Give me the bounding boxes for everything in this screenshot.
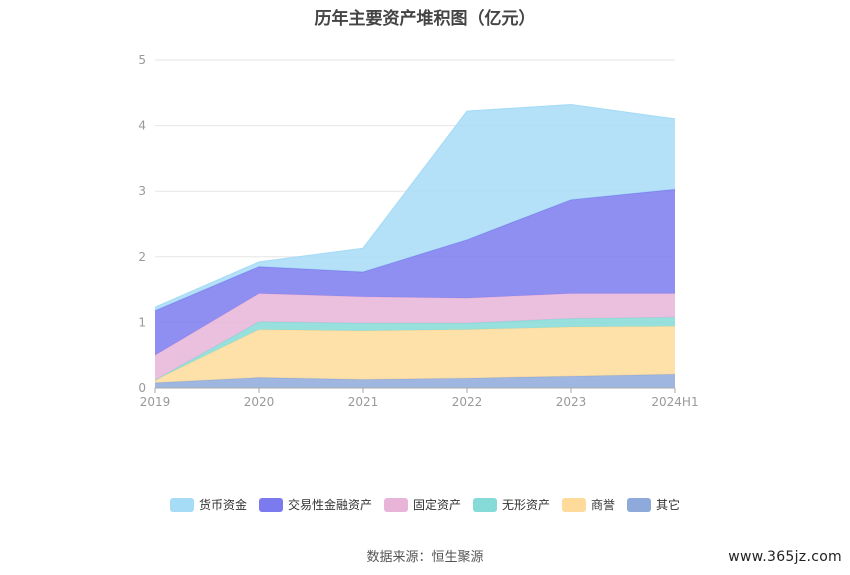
x-tick-label-0: 2019 — [140, 395, 171, 409]
x-tick-label-4: 2023 — [556, 395, 587, 409]
legend-swatch — [383, 497, 408, 512]
area-edge-5 — [154, 103, 676, 308]
legend-item-1[interactable]: 交易性金融资产 — [258, 496, 372, 513]
x-tick-label-3: 2022 — [452, 395, 483, 409]
legend-item-3[interactable]: 无形资产 — [473, 496, 550, 513]
y-tick-label-4: 4 — [138, 119, 146, 133]
area-series-4 — [155, 189, 675, 356]
x-tick-label-1: 2020 — [244, 395, 275, 409]
area-series-0 — [155, 374, 675, 388]
legend-item-2[interactable]: 固定资产 — [383, 496, 461, 513]
y-tick-label-5: 5 — [138, 53, 146, 67]
y-tick-label-2: 2 — [138, 250, 146, 264]
watermark: www.365jz.com — [728, 549, 842, 565]
y-tick-label-1: 1 — [138, 315, 146, 329]
legend-label: 无形资产 — [502, 498, 551, 512]
legend-swatch — [562, 497, 587, 512]
source-note: 数据来源：恒生聚源 — [366, 550, 484, 565]
y-tick-label-0: 0 — [138, 381, 146, 395]
x-tick-label-5: 2024H1 — [651, 395, 698, 409]
legend-swatch — [473, 497, 497, 512]
legend-swatch — [258, 497, 283, 512]
legend-item-4[interactable]: 商誉 — [562, 496, 615, 513]
legend-swatch — [169, 497, 194, 512]
area-series-1 — [155, 326, 675, 383]
axes: 0 1 2 3 4 5 2019 2020 2021 2022 2023 2024H1 — [138, 53, 698, 409]
area-series-2 — [155, 317, 675, 381]
legend-label: 商誉 — [591, 498, 616, 512]
legend-swatch — [627, 497, 652, 512]
legend-item-0[interactable]: 货币资金 — [169, 496, 247, 513]
legend-item-5[interactable]: 其它 — [627, 496, 680, 513]
area-series — [154, 103, 676, 388]
x-tick-label-2: 2021 — [348, 395, 379, 409]
legend-label: 固定资产 — [412, 498, 461, 512]
legend-label: 交易性金融资产 — [287, 498, 372, 512]
y-tick-label-3: 3 — [138, 184, 146, 198]
legend: 货币资金 交易性金融资产 固定资产 无形资产 商誉 其它 — [0, 496, 850, 513]
chart-title: 历年主要资产堆积图（亿元） — [314, 9, 536, 29]
legend-label: 货币资金 — [198, 498, 247, 512]
area-series-3 — [155, 293, 675, 381]
legend-label: 其它 — [656, 498, 681, 512]
